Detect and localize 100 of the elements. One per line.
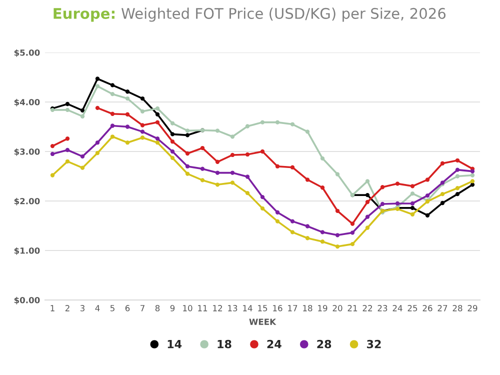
point <box>125 124 130 129</box>
x-tick-label: 16 <box>273 305 282 312</box>
point <box>365 226 370 230</box>
point <box>470 169 475 174</box>
point <box>410 191 415 196</box>
point <box>260 194 265 200</box>
y-tick-label: $1.00 <box>14 247 40 255</box>
point <box>50 173 55 178</box>
point <box>320 230 325 234</box>
point <box>275 164 280 168</box>
point <box>350 230 355 235</box>
point <box>320 240 325 244</box>
legend-label: 18 <box>218 340 232 348</box>
point <box>110 134 115 139</box>
x-tick-label: 13 <box>228 305 238 312</box>
point <box>215 160 220 164</box>
point <box>110 112 115 116</box>
point <box>65 159 70 164</box>
y-tick-label: $0.00 <box>14 296 40 304</box>
point <box>80 166 85 170</box>
point <box>275 120 280 124</box>
point <box>440 192 445 196</box>
point <box>230 152 235 158</box>
x-tick-label: 19 <box>318 305 328 312</box>
point <box>185 151 190 156</box>
point <box>275 219 280 224</box>
point <box>365 192 370 198</box>
legend-label: 24 <box>267 340 282 348</box>
point <box>245 174 250 179</box>
point <box>320 186 325 190</box>
point <box>455 186 460 190</box>
legend-label: 28 <box>317 340 332 348</box>
point <box>365 179 370 184</box>
legend-label: 14 <box>168 340 182 348</box>
point <box>305 224 310 228</box>
point <box>140 136 145 140</box>
x-tick-label: 20 <box>332 305 342 312</box>
point <box>110 92 115 96</box>
point <box>380 185 385 190</box>
point <box>245 124 250 128</box>
point <box>200 146 205 150</box>
point <box>290 165 295 170</box>
point <box>155 136 160 141</box>
point <box>470 173 475 178</box>
point <box>125 96 130 101</box>
point <box>305 130 310 134</box>
point <box>335 233 340 238</box>
point <box>95 76 100 81</box>
point <box>215 128 220 133</box>
x-tick-label: 6 <box>125 305 130 312</box>
point <box>350 242 355 246</box>
point <box>455 192 460 196</box>
point <box>290 122 295 126</box>
x-tick-label: 26 <box>422 305 432 312</box>
point <box>80 108 85 112</box>
x-axis-title: WEEK <box>249 318 276 325</box>
point <box>455 174 460 178</box>
x-tick-label: 4 <box>95 305 100 312</box>
x-tick-label: 27 <box>438 305 448 312</box>
point <box>365 200 370 204</box>
point <box>155 112 160 116</box>
point <box>125 90 130 94</box>
point <box>260 149 265 154</box>
point <box>95 150 100 156</box>
point <box>95 106 100 110</box>
x-tick-label: 21 <box>348 305 358 312</box>
point <box>65 108 70 112</box>
point <box>425 213 430 218</box>
point <box>50 144 55 148</box>
point <box>455 168 460 172</box>
point <box>245 152 250 157</box>
point <box>140 96 145 101</box>
point <box>335 244 340 249</box>
chart-title: Europe: Weighted FOT Price (USD/KG) per Size, 2026 <box>54 8 446 22</box>
x-tick-label: 8 <box>155 305 160 312</box>
point <box>50 152 55 156</box>
point <box>95 84 100 88</box>
point <box>170 149 175 154</box>
point <box>170 156 175 160</box>
point <box>155 120 160 124</box>
x-tick-label: 1 <box>50 305 54 312</box>
point <box>455 158 460 162</box>
x-tick-label: 9 <box>170 305 175 312</box>
x-tick-label: 29 <box>468 305 478 312</box>
x-tick-label: 25 <box>408 305 418 312</box>
point <box>140 123 145 128</box>
x-tick-label: 22 <box>362 305 372 312</box>
point <box>170 121 175 126</box>
point <box>185 133 190 138</box>
x-tick-label: 24 <box>392 305 402 312</box>
point <box>65 102 70 106</box>
point <box>125 140 130 145</box>
point <box>65 136 70 141</box>
point <box>125 112 130 116</box>
point <box>80 154 85 159</box>
point <box>260 120 265 124</box>
point <box>305 178 310 182</box>
point <box>410 206 415 210</box>
point <box>335 172 340 176</box>
point <box>65 148 70 152</box>
